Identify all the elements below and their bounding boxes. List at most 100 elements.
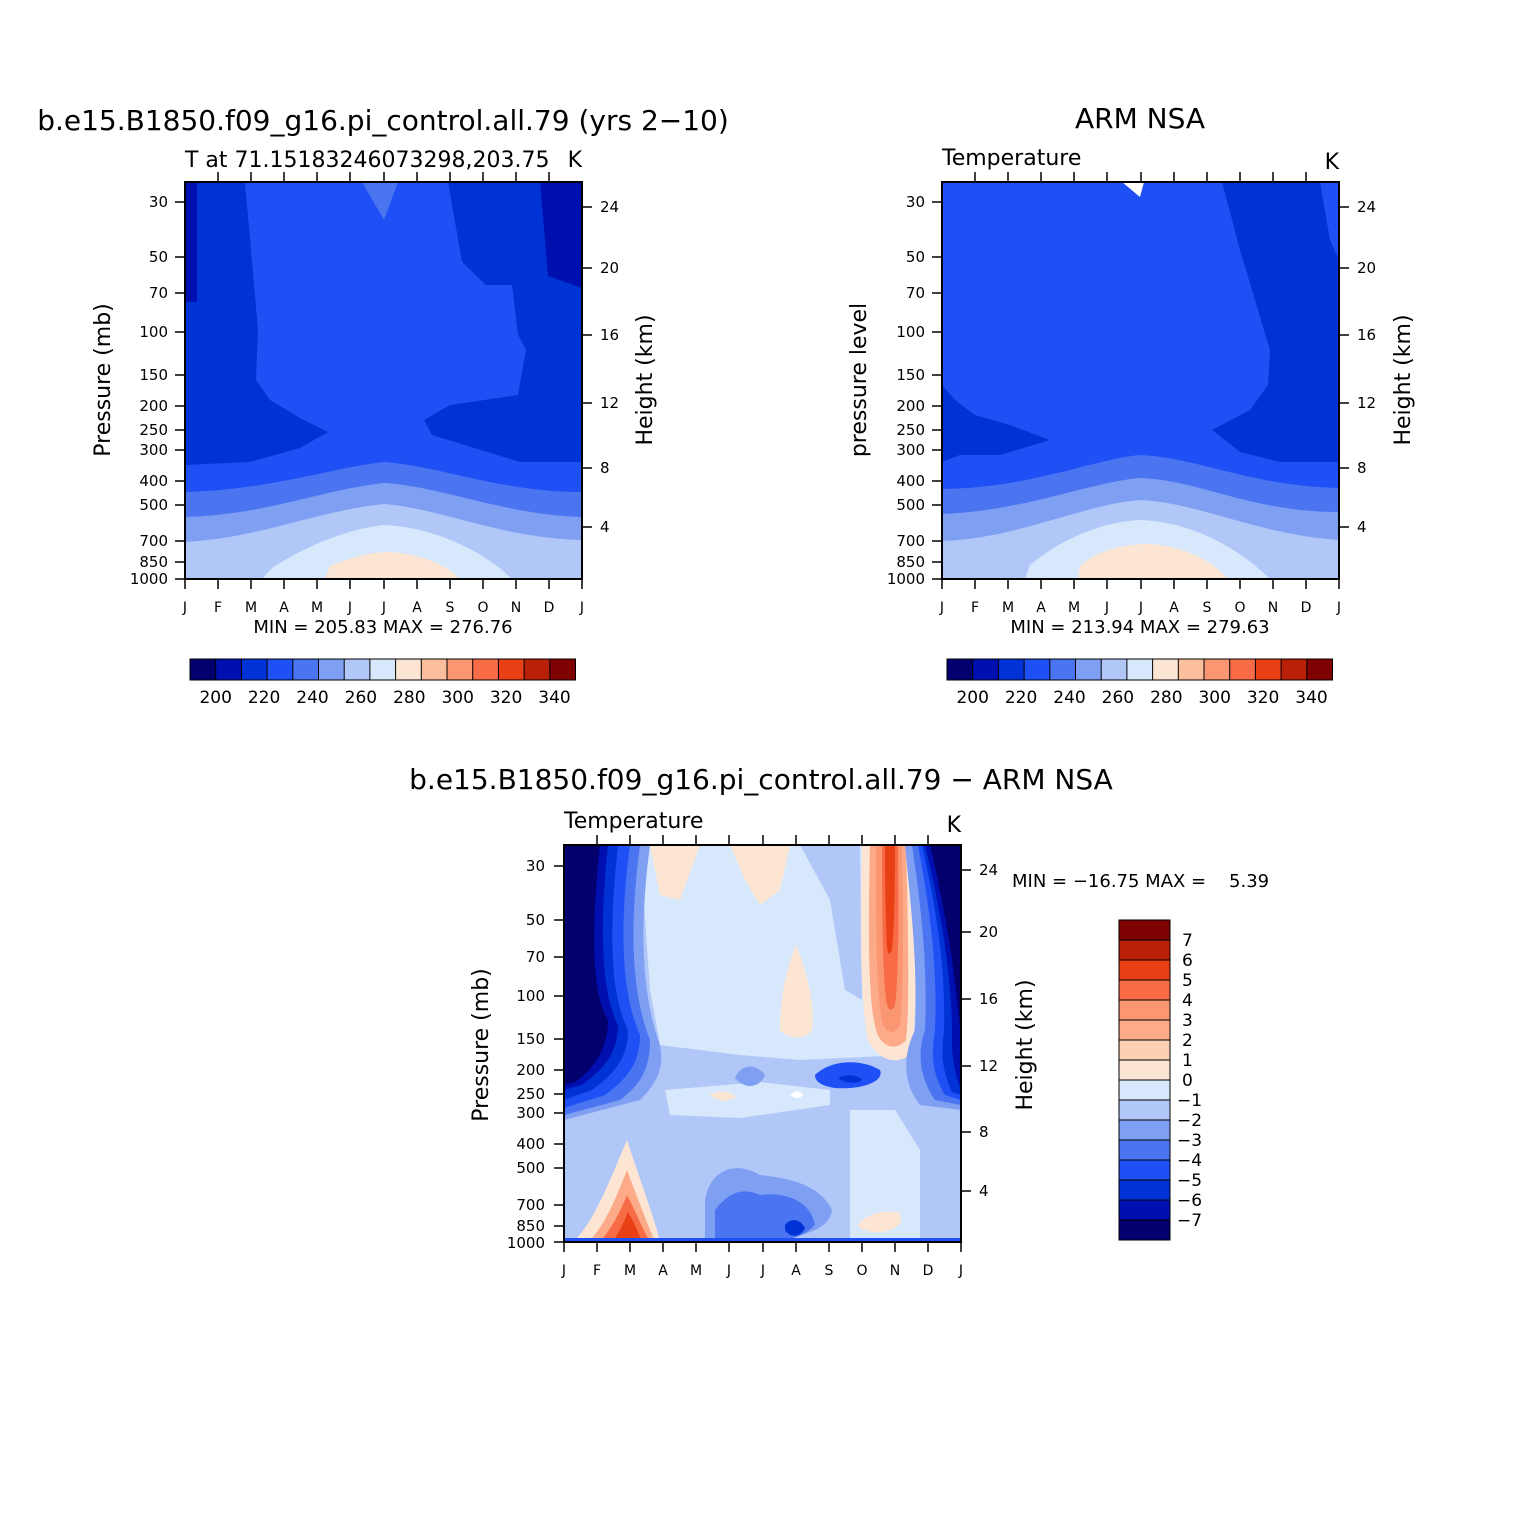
month-tick-label: O <box>477 600 488 616</box>
pressure-tick-label: 1000 <box>130 570 168 588</box>
height-tick-label: 8 <box>600 459 610 477</box>
panel-diff-subtitle: Temperature <box>563 809 703 834</box>
pressure-tick-label: 300 <box>516 1104 545 1122</box>
height-tick-label: 12 <box>600 394 619 412</box>
pressure-tick-label: 200 <box>896 397 925 415</box>
height-tick-label: 16 <box>1357 326 1376 344</box>
panel-diff-contours <box>564 845 961 1242</box>
panel-model-month-labels: J F M A M J J A S O N D J <box>182 600 584 616</box>
colorbar-label: 280 <box>393 688 425 708</box>
month-tick-label: S <box>1203 600 1212 616</box>
colorbar-label: 340 <box>1295 688 1327 708</box>
month-tick-label: M <box>1068 600 1080 616</box>
colorbar-label: 240 <box>296 688 328 708</box>
colorbar-label: 2 <box>1182 1031 1193 1051</box>
panel-model-ticks <box>175 172 592 589</box>
pressure-tick-label: 150 <box>139 366 168 384</box>
pressure-tick-label: 70 <box>906 284 925 302</box>
pressure-tick-label: 200 <box>516 1061 545 1079</box>
month-tick-label: J <box>347 600 352 616</box>
month-tick-label: D <box>923 1263 934 1279</box>
panel-obs-colorbar: 200 220 240 260 280 300 320 340 <box>946 658 1333 708</box>
month-tick-label: J <box>182 600 187 616</box>
height-tick-label: 4 <box>1357 518 1367 536</box>
pressure-tick-label: 850 <box>896 553 925 571</box>
panel-model: b.e15.B1850.f09_g16.pi_control.all.79 (y… <box>37 104 729 708</box>
height-tick-label: 24 <box>600 198 619 216</box>
height-tick-label: 20 <box>1357 259 1376 277</box>
panel-diff-stats: MIN = −16.75 MAX = 5.39 <box>1012 871 1269 892</box>
colorbar-label: 5 <box>1182 971 1193 991</box>
pressure-tick-label: 30 <box>149 193 168 211</box>
panel-model-units: K <box>568 148 583 173</box>
month-tick-label: J <box>1138 600 1143 616</box>
height-tick-label: 12 <box>1357 394 1376 412</box>
pressure-tick-label: 400 <box>139 472 168 490</box>
pressure-tick-label: 500 <box>516 1159 545 1177</box>
pressure-tick-label: 500 <box>896 496 925 514</box>
pressure-tick-label: 150 <box>516 1030 545 1048</box>
colorbar-label: 340 <box>538 688 570 708</box>
pressure-tick-label: 1000 <box>507 1234 545 1252</box>
panel-obs-height-labels: 24 20 16 12 8 4 <box>1357 198 1376 536</box>
month-tick-label: F <box>214 600 222 616</box>
pressure-tick-label: 70 <box>149 284 168 302</box>
month-tick-label: M <box>311 600 323 616</box>
colorbar-label: 200 <box>956 688 988 708</box>
panel-obs-ylabel-right: Height (km) <box>1391 314 1416 445</box>
colorbar-label: −4 <box>1177 1151 1202 1171</box>
month-tick-label: J <box>726 1263 731 1279</box>
pressure-tick-label: 700 <box>516 1196 545 1214</box>
pressure-tick-label: 100 <box>139 323 168 341</box>
colorbar-label: 220 <box>1005 688 1037 708</box>
pressure-tick-label: 850 <box>139 553 168 571</box>
pressure-tick-label: 700 <box>139 532 168 550</box>
month-tick-label: N <box>511 600 521 616</box>
pressure-tick-label: 400 <box>896 472 925 490</box>
month-tick-label: M <box>1002 600 1014 616</box>
colorbar-label: 320 <box>1247 688 1279 708</box>
colorbar-label: −2 <box>1177 1111 1202 1131</box>
colorbar-label: 280 <box>1150 688 1182 708</box>
colorbar-label: 1 <box>1182 1051 1193 1071</box>
colorbar-label: 240 <box>1053 688 1085 708</box>
month-tick-label: S <box>446 600 455 616</box>
panel-diff-ticks <box>554 835 971 1252</box>
month-tick-label: J <box>958 1263 963 1279</box>
pressure-tick-label: 30 <box>526 857 545 875</box>
pressure-tick-label: 1000 <box>887 570 925 588</box>
pressure-tick-label: 250 <box>139 421 168 439</box>
month-tick-label: J <box>760 1263 765 1279</box>
height-tick-label: 16 <box>979 990 998 1008</box>
pressure-tick-label: 50 <box>149 248 168 266</box>
height-tick-label: 24 <box>979 861 998 879</box>
colorbar-label: 0 <box>1182 1071 1193 1091</box>
panel-obs: ARM NSA Temperature K J F M A M J <box>847 102 1416 708</box>
height-tick-label: 20 <box>979 923 998 941</box>
month-tick-label: J <box>1336 600 1341 616</box>
colorbar-label: −3 <box>1177 1131 1202 1151</box>
pressure-tick-label: 850 <box>516 1217 545 1235</box>
panel-model-colorbar: 200 220 240 260 280 300 320 340 <box>189 658 576 708</box>
month-tick-label: A <box>1036 600 1046 616</box>
panel-obs-pressure-labels: 30 50 70 100 150 200 250 300 400 500 700… <box>887 193 925 588</box>
panel-obs-units: K <box>1325 150 1340 175</box>
panel-diff-pressure-labels: 30 50 70 100 150 200 250 300 400 500 700… <box>507 857 545 1252</box>
pressure-tick-label: 500 <box>139 496 168 514</box>
month-tick-label: J <box>939 600 944 616</box>
pressure-tick-label: 100 <box>896 323 925 341</box>
pressure-tick-label: 100 <box>516 987 545 1005</box>
panel-model-height-labels: 24 20 16 12 8 4 <box>600 198 619 536</box>
panel-obs-stats: MIN = 213.94 MAX = 279.63 <box>1010 617 1269 638</box>
panel-model-pressure-labels: 30 50 70 100 150 200 250 300 400 500 700… <box>130 193 168 588</box>
colorbar-label: −1 <box>1177 1091 1202 1111</box>
panel-obs-subtitle: Temperature <box>941 146 1081 171</box>
colorbar-label: 6 <box>1182 951 1193 971</box>
height-tick-label: 12 <box>979 1057 998 1075</box>
colorbar-label: 4 <box>1182 991 1193 1011</box>
panel-model-contours <box>185 182 582 579</box>
colorbar-label: −6 <box>1177 1191 1202 1211</box>
month-tick-label: N <box>890 1263 900 1279</box>
month-tick-label: O <box>856 1263 867 1279</box>
